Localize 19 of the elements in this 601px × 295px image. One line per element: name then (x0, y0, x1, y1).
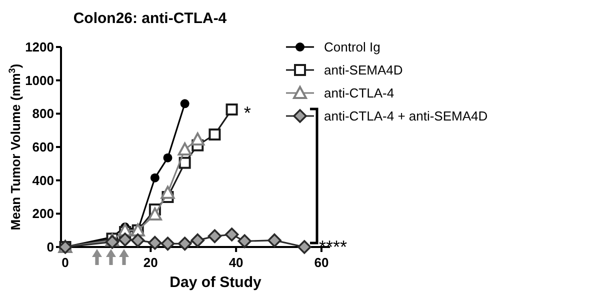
legend-label: anti-CTLA-4 (324, 86, 394, 101)
x-axis-title: Day of Study (170, 274, 262, 291)
legend-label: anti-SEMA4D (324, 62, 403, 78)
annotation: **** (319, 237, 348, 257)
y-tick-label: 1000 (25, 72, 54, 88)
legend-label: Control Ig (324, 40, 380, 55)
y-tick-label: 800 (32, 106, 54, 122)
legend-label: anti-CTLA-4 + anti-SEMA4D (324, 108, 488, 124)
y-tick-label: 400 (32, 172, 54, 188)
y-tick-label: 200 (32, 206, 54, 222)
y-tick-label: 0 (46, 240, 54, 255)
y-tick-label: 600 (32, 140, 54, 155)
x-tick-label: 40 (228, 255, 244, 270)
annotation: * (244, 103, 251, 123)
y-tick-label: 1200 (25, 40, 54, 55)
x-tick-label: 20 (143, 255, 158, 270)
x-tick-label: 0 (62, 255, 69, 270)
chart-title: Colon26: anti-CTLA-4 (73, 10, 228, 27)
x-tick-label: 60 (314, 255, 329, 270)
